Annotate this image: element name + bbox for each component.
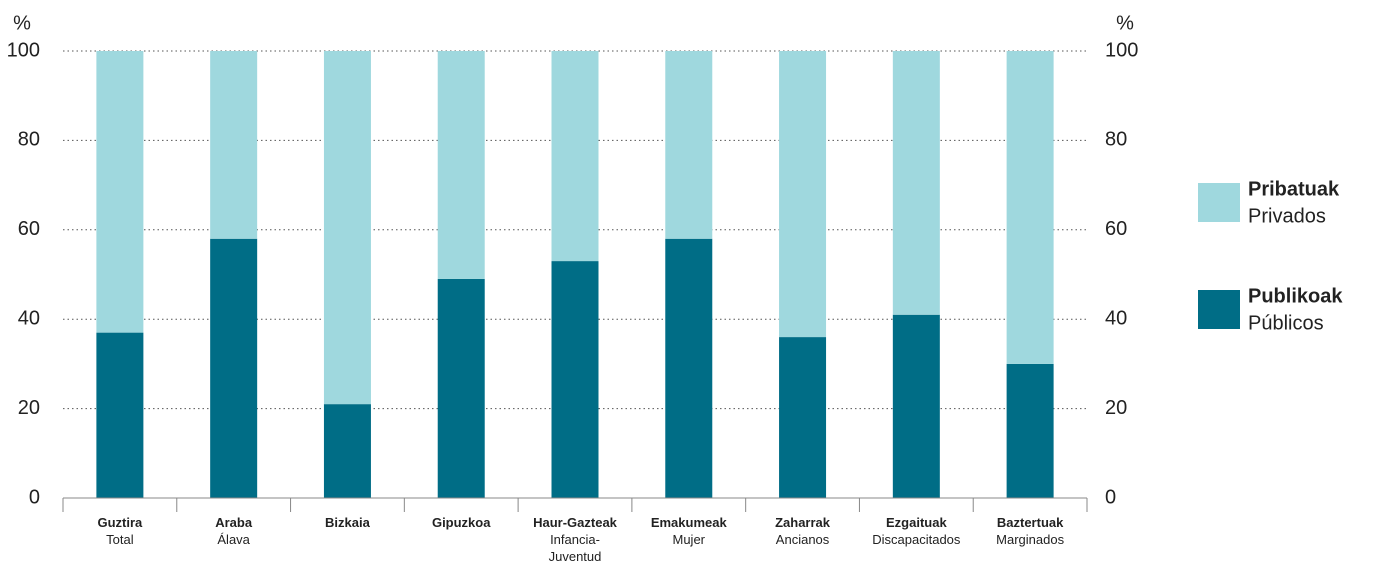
bar-segment (1006, 51, 1054, 364)
category-subtitle: Total (106, 532, 134, 547)
category-name: Bizkaia (325, 515, 370, 530)
y2-axis-label: % (1116, 12, 1134, 34)
y-tick-label: 60 (18, 218, 40, 240)
y2-tick-label: 0 (1105, 486, 1116, 508)
y2-tick-label: 100 (1105, 39, 1138, 61)
category-name: Haur-Gazteak (533, 515, 617, 530)
bar-segment (551, 261, 599, 498)
bar-segment (323, 51, 371, 405)
bar-segment (665, 51, 713, 239)
legend-sublabel: Privados (1248, 205, 1326, 227)
bar-segment (96, 51, 144, 333)
bar-segment (323, 404, 371, 498)
y2-tick-label: 40 (1105, 307, 1127, 329)
x-tick-label: Bizkaia (298, 514, 396, 531)
category-name: Baztertuak (996, 515, 1064, 530)
legend-swatch (1198, 183, 1240, 222)
x-tick-label: Haur-Gazteak Infancia-Juventud (526, 514, 624, 565)
x-tick-label: Guztira Total (71, 514, 169, 548)
x-tick-label: Zaharrak Ancianos (754, 514, 852, 548)
y2-tick-label: 20 (1105, 397, 1127, 419)
y-tick-label: 0 (29, 486, 40, 508)
bar-segment (779, 337, 827, 498)
category-subtitle: Mujer (672, 532, 706, 547)
bar-segment (210, 51, 258, 239)
y2-tick-label: 60 (1105, 218, 1127, 240)
bar-segment (892, 51, 940, 315)
y-tick-label: 100 (7, 39, 40, 61)
x-tick-label: Araba Álava (185, 514, 283, 548)
y-tick-label: 80 (18, 129, 40, 151)
category-name: Zaharrak (775, 515, 830, 530)
category-name: Araba (215, 515, 253, 530)
x-tick-label: Gipuzkoa (412, 514, 510, 531)
bar-segment (96, 332, 144, 498)
category-name: Emakumeak (650, 515, 727, 530)
bar-segment (1006, 363, 1054, 498)
category-name: Guztira (97, 515, 143, 530)
legend-sublabel: Públicos (1248, 312, 1324, 334)
bar-segment (551, 51, 599, 262)
x-tick-label: Baztertuak Marginados (981, 514, 1079, 548)
bar-segment (210, 238, 258, 499)
y2-tick-label: 80 (1105, 129, 1127, 151)
category-name: Gipuzkoa (431, 515, 491, 530)
category-subtitle: Infancia-Juventud (548, 532, 602, 564)
x-tick-label: Emakumeak Mujer (640, 514, 738, 548)
legend-label: Publikoak (1248, 285, 1343, 307)
bar-segment (437, 51, 485, 279)
bar-segment (892, 314, 940, 498)
y-tick-label: 20 (18, 397, 40, 419)
category-subtitle: Marginados (996, 532, 1065, 547)
legend-swatch (1198, 290, 1240, 329)
y-tick-label: 40 (18, 307, 40, 329)
bar-segment (779, 51, 827, 338)
x-tick-label: Ezgaituak Discapacitados (867, 514, 965, 548)
legend-label: Pribatuak (1248, 178, 1340, 200)
category-subtitle: Álava (217, 532, 250, 547)
category-subtitle: Ancianos (775, 532, 830, 547)
bar-segment (437, 278, 485, 498)
bar-segment (665, 238, 713, 499)
y-axis-label: % (13, 12, 31, 34)
category-subtitle: Discapacitados (872, 532, 961, 547)
category-name: Ezgaituak (885, 515, 947, 530)
